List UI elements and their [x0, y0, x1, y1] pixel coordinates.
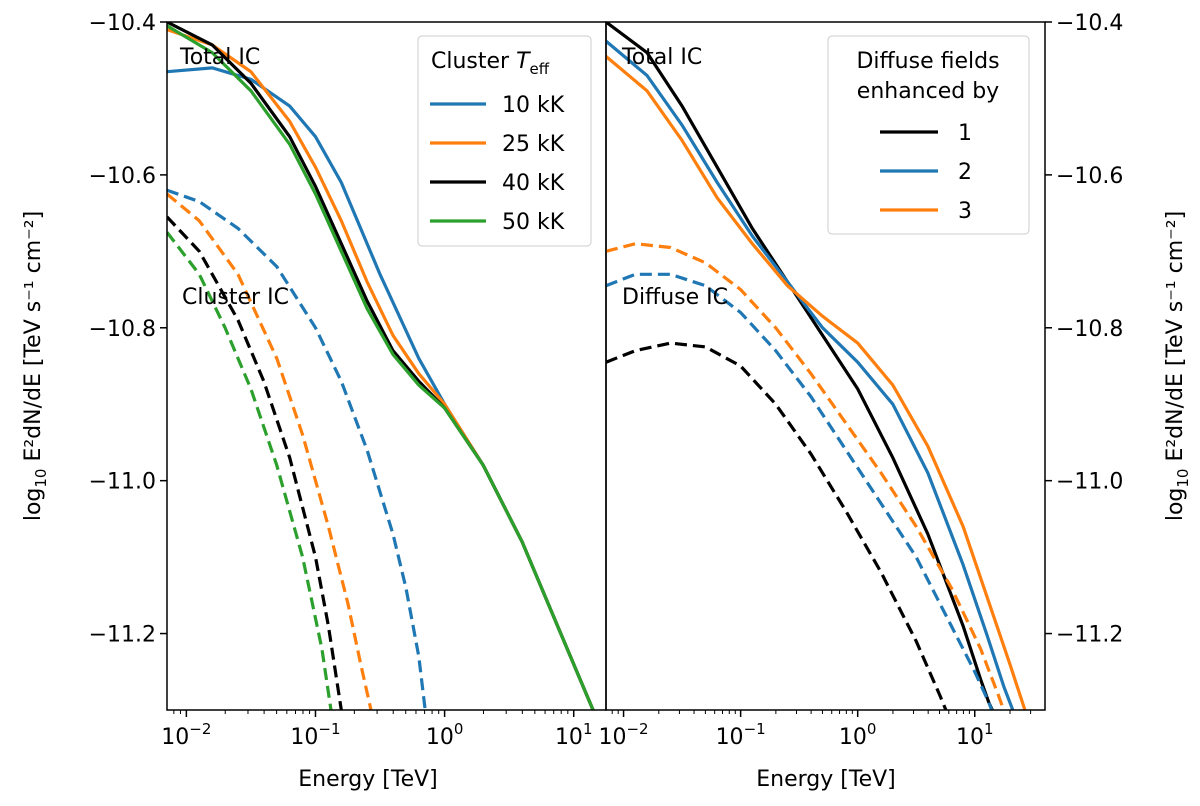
right-ylabel-sub: 10 — [1174, 469, 1192, 488]
left-series-50-kk-total — [167, 24, 595, 710]
right-series-3-total — [606, 55, 1027, 710]
right-series-2-diffuse — [606, 272, 994, 710]
left-legend-box — [417, 35, 592, 247]
legend-title-pre: Cluster — [431, 49, 516, 74]
left-xtick-label-3: 101 — [555, 720, 593, 750]
left-series-50-kk-cluster — [167, 231, 333, 710]
right-legend-label-0: 1 — [958, 121, 972, 146]
left-panel: 10−2 10−1 100 101−10.4−10.6−10.8−11.0−11.2 … — [21, 11, 607, 792]
left-ylabel-pre: log — [21, 488, 46, 522]
right-series-3-diffuse — [606, 242, 1006, 710]
right-legend-title-line2: enhanced by — [857, 79, 999, 104]
right-annotation-diffuse-ic: Diffuse IC — [622, 285, 728, 310]
left-legend-label-3: 50 kK — [502, 210, 565, 235]
right-y-axis-title: log10 E²dN/dE [TeV s⁻¹ cm⁻²] — [1163, 211, 1192, 521]
right-ytick-label-0: −10.4 — [1056, 11, 1123, 36]
left-legend: Cluster Teff 10 kK 25 kK 40 kK 50 kK — [417, 35, 592, 247]
right-ylabel-pre: log — [1163, 488, 1188, 522]
right-legend-entries: 1 2 3 — [880, 121, 972, 224]
left-xtick-label-1: 10−1 — [290, 720, 340, 750]
right-legend: Diffuse fields enhanced by 1 2 3 — [827, 35, 1030, 235]
right-legend-label-2: 3 — [958, 199, 972, 224]
right-panel: 10−2 10−1 100 101−10.4−10.6−10.8−11.0−11.2 … — [598, 11, 1192, 792]
left-ytick-label-2: −10.8 — [89, 317, 156, 342]
right-x-axis-title: Energy [TeV] — [756, 767, 895, 792]
right-legend-label-1: 2 — [958, 160, 972, 185]
legend-title-var: T — [516, 49, 531, 74]
right-series-group — [606, 22, 1027, 710]
left-series-group — [167, 22, 595, 710]
right-annotation-total-ic: Total IC — [621, 45, 702, 70]
right-legend-box — [827, 35, 1030, 235]
right-series-1-total — [606, 22, 995, 710]
right-ticks: 10−2 10−1 100 101 −10.4 −10.6 −10.8 −11.0 −11.2 — [598, 11, 1123, 750]
left-ytick-label-4: −11.2 — [89, 623, 156, 648]
left-xtick-label-2: 100 — [426, 720, 464, 750]
right-ytick-label-3: −11.0 — [1056, 470, 1123, 495]
right-ytick-label-4: −11.2 — [1056, 623, 1123, 648]
right-ylabel-rest: E²dN/dE [TeV s⁻¹ cm⁻²] — [1163, 211, 1188, 469]
left-legend-label-1: 25 kK — [502, 132, 565, 157]
right-series-2-total — [606, 39, 1015, 710]
left-x-axis-title: Energy [TeV] — [298, 767, 437, 792]
left-series-10-kk-cluster — [167, 188, 427, 710]
left-ytick-label-3: −11.0 — [89, 470, 156, 495]
legend-title-sub: eff — [530, 60, 550, 78]
left-ticks: 10−2 10−1 100 101 −10.4 −10.6 −10.8 −11.0 −11.2 — [89, 11, 593, 750]
left-xtick-label-0: 10−2 — [161, 720, 211, 750]
left-legend-label-2: 40 kK — [502, 171, 565, 196]
right-ytick-label-2: −10.8 — [1056, 317, 1123, 342]
right-xtick-label-0: 10−2 — [598, 720, 648, 750]
left-series-25-kk-cluster — [167, 192, 373, 710]
left-ylabel-sub: 10 — [32, 469, 50, 488]
left-legend-title: Cluster Teff — [431, 49, 550, 78]
right-series-1-diffuse — [606, 341, 948, 710]
right-axes-frame — [605, 21, 1046, 711]
right-legend-title-line1: Diffuse fields — [856, 49, 999, 74]
left-y-axis-title: log10 E²dN/dE [TeV s⁻¹ cm⁻²] — [21, 211, 50, 521]
right-xtick-label-2: 100 — [839, 720, 877, 750]
left-annotation-total-ic: Total IC — [179, 45, 260, 70]
right-ytick-label-1: −10.6 — [1056, 164, 1123, 189]
left-ytick-label-1: −10.6 — [89, 164, 156, 189]
right-xtick-label-1: 10−1 — [716, 720, 766, 750]
left-legend-entries: 10 kK 25 kK 40 kK 50 kK — [430, 93, 565, 235]
left-ytick-label-0: −10.4 — [89, 11, 156, 36]
left-ylabel-rest: E²dN/dE [TeV s⁻¹ cm⁻²] — [21, 211, 46, 469]
right-xtick-label-3: 101 — [956, 720, 994, 750]
left-legend-label-0: 10 kK — [502, 93, 565, 118]
left-annotation-cluster-ic: Cluster IC — [182, 285, 289, 310]
left-series-40-kk-cluster — [167, 215, 343, 710]
